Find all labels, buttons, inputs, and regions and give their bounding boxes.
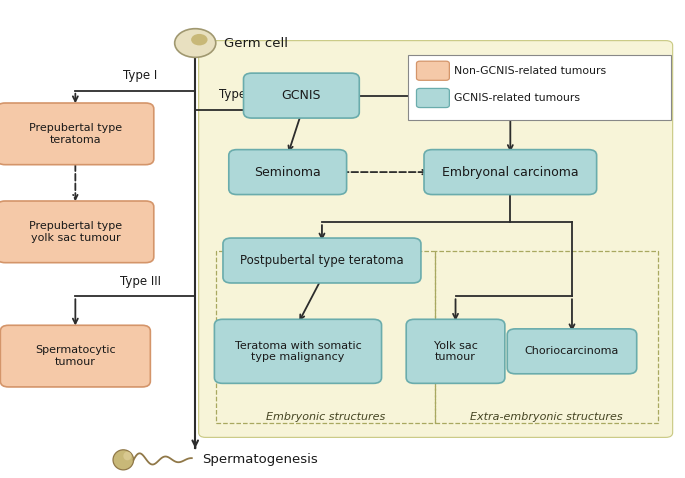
Circle shape [175,29,216,57]
Text: Germ cell: Germ cell [224,36,288,50]
FancyBboxPatch shape [0,325,150,387]
Text: Choriocarcinoma: Choriocarcinoma [525,347,619,356]
Text: Prepubertal type
yolk sac tumour: Prepubertal type yolk sac tumour [29,221,122,243]
FancyBboxPatch shape [229,150,347,195]
Text: Embryonic structures: Embryonic structures [266,412,385,422]
Text: Prepubertal type
teratoma: Prepubertal type teratoma [29,123,122,145]
FancyBboxPatch shape [507,329,636,374]
Text: Spermatocytic
tumour: Spermatocytic tumour [35,345,116,367]
Ellipse shape [123,452,132,460]
FancyBboxPatch shape [408,55,671,120]
Text: Teratoma with somatic
type malignancy: Teratoma with somatic type malignancy [234,340,362,362]
FancyBboxPatch shape [416,88,449,108]
Circle shape [191,34,208,45]
FancyBboxPatch shape [406,319,505,383]
Text: Yolk sac
tumour: Yolk sac tumour [434,340,477,362]
Text: Postpubertal type teratoma: Postpubertal type teratoma [240,254,403,267]
Ellipse shape [113,450,134,470]
FancyBboxPatch shape [199,41,673,437]
FancyBboxPatch shape [223,238,421,283]
Text: Type III: Type III [120,275,161,288]
FancyBboxPatch shape [243,73,359,118]
Text: Type II: Type II [219,88,257,101]
Text: Embryonal carcinoma: Embryonal carcinoma [442,165,579,179]
FancyBboxPatch shape [416,61,449,80]
Text: Non-GCNIS-related tumours: Non-GCNIS-related tumours [454,66,606,76]
Text: Type I: Type I [123,69,158,82]
FancyBboxPatch shape [424,150,597,195]
Text: GCNIS-related tumours: GCNIS-related tumours [454,93,580,103]
Text: Spermatogenesis: Spermatogenesis [202,453,318,467]
Text: Seminoma: Seminoma [254,165,321,179]
Text: GCNIS: GCNIS [282,89,321,102]
FancyBboxPatch shape [0,201,153,263]
Text: Extra-embryonic structures: Extra-embryonic structures [470,412,622,422]
FancyBboxPatch shape [214,319,382,383]
FancyBboxPatch shape [0,103,153,164]
